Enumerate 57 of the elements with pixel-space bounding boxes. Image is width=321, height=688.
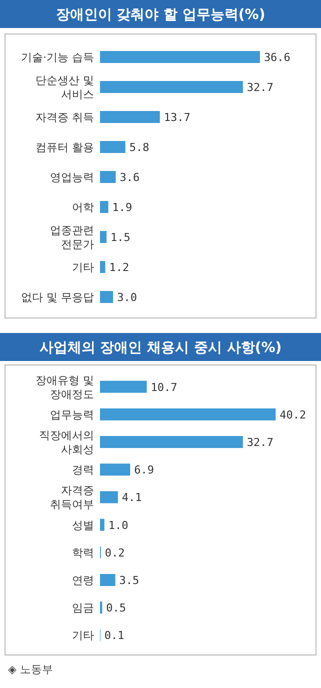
text: ◈ 노동부 (8, 663, 53, 676)
y-tick-label: 업종관련 전문가 (50, 224, 94, 251)
data-label: 13.7 (164, 111, 190, 124)
y-tick-label: 기타 (72, 629, 94, 642)
data-label: 1.5 (110, 231, 130, 244)
data-label: 1.2 (109, 261, 130, 274)
y-tick-label: 자격증 취득여부 (50, 484, 94, 512)
data-label: 0.2 (104, 546, 125, 560)
y-tick-label: 없다 및 무응답 (21, 291, 94, 304)
data-label: 4.1 (122, 491, 142, 504)
bar (100, 51, 260, 63)
bar (100, 464, 130, 476)
bar (100, 141, 126, 153)
y-tick-label: 자격증 취득 (36, 111, 94, 124)
bar (100, 111, 160, 123)
data-label: 32.7 (246, 436, 274, 449)
bar (100, 81, 243, 93)
y-tick-label: 학력 (72, 546, 94, 560)
data-label: 3.6 (120, 171, 140, 184)
y-tick-label: 직장에서의 사회성 (39, 429, 94, 456)
y-tick-label: 기술·기능 습득 (21, 51, 94, 64)
y-tick-label: 성별 (72, 518, 94, 532)
y-tick-label: 기타 (72, 261, 94, 274)
bar (100, 574, 116, 586)
data-label: 0.5 (106, 602, 126, 615)
data-label: 36.6 (264, 51, 290, 64)
data-label: 32.7 (246, 81, 274, 94)
data-label: 1.0 (108, 518, 128, 532)
y-tick-label: 경력 (72, 464, 94, 477)
data-label: 0.1 (104, 629, 124, 642)
bar (100, 491, 118, 504)
y-tick-label: 업무능력 (50, 408, 94, 422)
y-tick-label: 장애유형 및 장애정도 (36, 374, 94, 401)
bar (100, 380, 147, 393)
bar (100, 518, 104, 531)
y-tick-label: 영업능력 (50, 171, 94, 184)
bar (100, 171, 116, 183)
y-tick-label: 컴퓨터 활용 (36, 141, 94, 154)
y-tick-label: 단순생산 및 서비스 (36, 74, 94, 101)
chart-title: 장애인이 갖춰야 할 업무능력(%) (56, 7, 266, 23)
y-tick-label: 임금 (72, 602, 94, 615)
bar (100, 291, 114, 303)
y-tick-label: 연령 (72, 574, 94, 587)
bar (100, 436, 243, 448)
y-tick-label: 어학 (72, 201, 94, 214)
bar (100, 408, 276, 420)
chart-title: 사업체의 장애인 채용시 중시 사항(%) (39, 340, 282, 356)
data-label: 5.8 (129, 141, 150, 154)
data-label: 6.9 (134, 464, 154, 477)
bar (100, 201, 108, 213)
data-label: 10.7 (150, 380, 178, 394)
data-label: 3.5 (119, 574, 140, 587)
bar (100, 231, 107, 243)
data-label: 40.2 (280, 408, 306, 422)
data-label: 3.0 (117, 291, 137, 304)
bar (100, 261, 106, 273)
data-label: 1.9 (112, 201, 132, 214)
